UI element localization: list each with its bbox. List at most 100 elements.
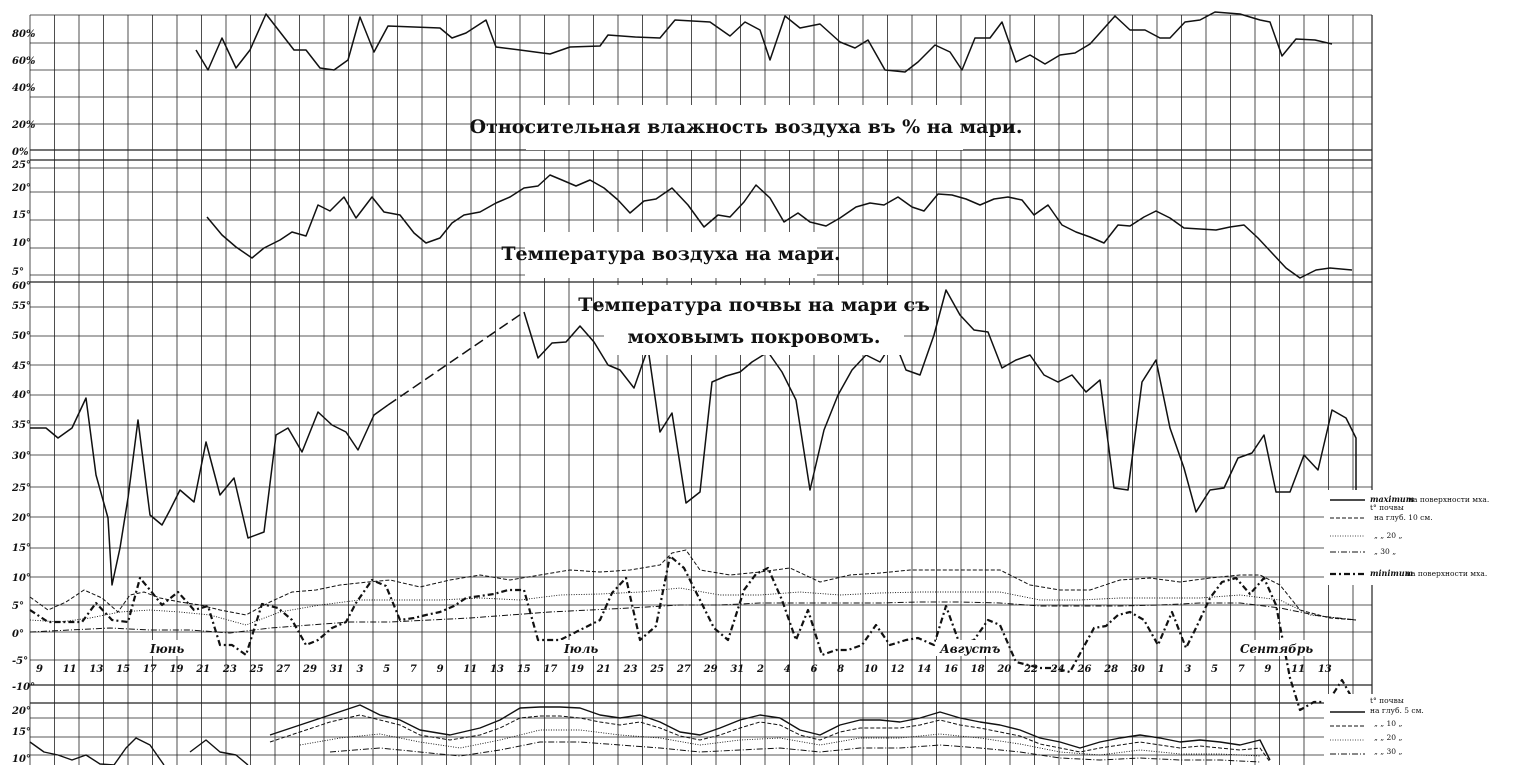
air-temp-panel-title: Температура воздуха на мари.	[501, 243, 840, 265]
soil-temp-panel-title-line1: Температура почвы на мари съ	[578, 294, 930, 316]
soil-max-gap-line	[387, 311, 525, 406]
y-tick: -10°	[12, 682, 35, 693]
x-date-label: 28	[1103, 664, 1118, 675]
x-date-label: 21	[195, 664, 210, 675]
x-date-label: 5	[383, 664, 390, 675]
x-date-label: 23	[623, 664, 638, 675]
month-labels: Іюнь Іюль Августъ Сентябрь	[146, 640, 1313, 656]
soil-max-line-2	[523, 289, 1357, 513]
y-tick: 20°	[11, 513, 31, 524]
soil-depth30-line	[29, 601, 1357, 634]
y-tick: 0%	[12, 147, 29, 158]
x-date-label: 7	[410, 664, 417, 675]
y-tick: 5°	[12, 601, 24, 612]
legend-min-label: minimum	[1370, 568, 1413, 578]
soil-depth10-line	[29, 549, 1357, 621]
soil-depth-legend-bg	[1324, 694, 1520, 765]
x-date-label: 31	[730, 664, 744, 675]
x-date-label: 3	[356, 664, 363, 675]
legend-depth-5: на глуб. 5 см.	[1370, 706, 1424, 715]
depth5-line	[269, 704, 1271, 761]
legend-min-rest: на поверхности мха.	[1406, 569, 1487, 578]
soil-temp-legend: maximum на поверхности мха. t° почвы на …	[1330, 494, 1489, 578]
x-date-label: 11	[63, 664, 77, 675]
x-date-label: 5	[1211, 664, 1218, 675]
y-tick: 10°	[12, 238, 31, 249]
x-date-label: 23	[222, 664, 237, 675]
y-tick: -5°	[12, 656, 28, 667]
soil-max-line	[30, 397, 389, 586]
x-date-label: 3	[1184, 664, 1191, 675]
y-tick: 80%	[12, 29, 36, 40]
legend-t-label: t° почвы	[1370, 503, 1404, 512]
y-tick: 45°	[12, 361, 31, 372]
x-date-label: 21	[596, 664, 611, 675]
y-tick: 40%	[12, 83, 36, 94]
y-tick: 10°	[12, 754, 31, 765]
y-tick: 50°	[12, 331, 31, 342]
x-date-label: 15	[517, 664, 531, 675]
y-tick: 5°	[12, 267, 24, 278]
legend-depth-10: на глуб. 10 см.	[1374, 513, 1433, 522]
soil-temp-y-ticks: 60° 55° 50° 45° 40° 35° 30° 25° 20° 15° 10° 5° 0° -5°…	[11, 281, 35, 693]
x-date-label: 9	[1264, 664, 1271, 675]
month-label-september: Сентябрь	[1240, 642, 1313, 656]
y-tick: 10°	[12, 573, 31, 584]
y-tick: 20°	[11, 706, 31, 717]
x-date-label: 25	[249, 664, 264, 675]
depth5-line-start	[29, 737, 165, 765]
x-date-label: 4	[784, 664, 791, 675]
x-date-label: 8	[837, 664, 844, 675]
x-date-label: 27	[275, 664, 290, 675]
soil-temp-title-box	[604, 285, 904, 355]
x-date-label: 29	[703, 664, 718, 675]
air-temp-line	[206, 174, 1353, 279]
air-temp-y-ticks: 25° 20° 15° 10° 5°	[11, 160, 31, 278]
humidity-panel-title: Относительная влажность воздуха въ % на …	[470, 116, 1023, 138]
x-date-label: 17	[143, 664, 157, 675]
x-date-label: 14	[917, 664, 931, 675]
x-date-label: 29	[302, 664, 317, 675]
x-date-label: 17	[543, 664, 557, 675]
humidity-title-box	[526, 105, 963, 150]
air-temp-title-box	[525, 232, 817, 278]
humidity-line	[195, 11, 1333, 73]
legend-depth-30: „ „ 30 „	[1374, 747, 1402, 756]
x-date-label: 9	[36, 664, 43, 675]
y-tick: 35°	[12, 420, 31, 431]
y-tick: 60%	[12, 56, 36, 67]
y-tick: 60°	[12, 281, 31, 292]
month-label-july: Іюль	[563, 642, 598, 656]
x-date-label: 13	[89, 664, 103, 675]
x-date-label: 19	[570, 664, 584, 675]
x-date-label: 11	[463, 664, 477, 675]
x-date-label: 13	[1318, 664, 1332, 675]
x-date-label: 24	[1050, 664, 1065, 675]
legend-t-label: t° почвы	[1370, 696, 1404, 705]
y-tick: 40°	[12, 390, 31, 401]
humidity-y-ticks: 80% 60% 40% 20% 0%	[11, 29, 36, 158]
legend-depth-20: „ „ 20 „	[1374, 531, 1402, 540]
x-date-label: 11	[1291, 664, 1305, 675]
x-date-label: 19	[170, 664, 184, 675]
soil-temp-panel-title-line2: моховымъ покровомъ.	[628, 326, 881, 348]
x-date-label: 31	[330, 664, 344, 675]
x-date-label: 30	[1131, 664, 1145, 675]
x-date-label: 15	[116, 664, 130, 675]
x-date-label: 12	[891, 664, 905, 675]
soil-depth-legend: t° почвы на глуб. 5 см. „ „ 10 „ „ „ 20 …	[1330, 696, 1424, 756]
x-date-label: 10	[864, 664, 878, 675]
y-tick: 15°	[12, 210, 31, 221]
x-date-label: 16	[944, 664, 958, 675]
x-date-label: 18	[971, 664, 985, 675]
month-label-august: Августъ	[939, 642, 1001, 656]
depth10-line	[269, 714, 1271, 763]
depth20-line	[299, 729, 1261, 757]
x-date-label: 20	[996, 664, 1011, 675]
legend-depth-20: „ „ 20 „	[1374, 733, 1402, 742]
x-date-label: 26	[1076, 664, 1091, 675]
x-date-label: 7	[1238, 664, 1245, 675]
x-date-labels: 9 11 13 15 17 19 21 23 25 27 29 31 3 5 7 9 11 13 15 17 19 21 2…	[36, 664, 1332, 675]
y-tick: 15°	[12, 727, 31, 738]
